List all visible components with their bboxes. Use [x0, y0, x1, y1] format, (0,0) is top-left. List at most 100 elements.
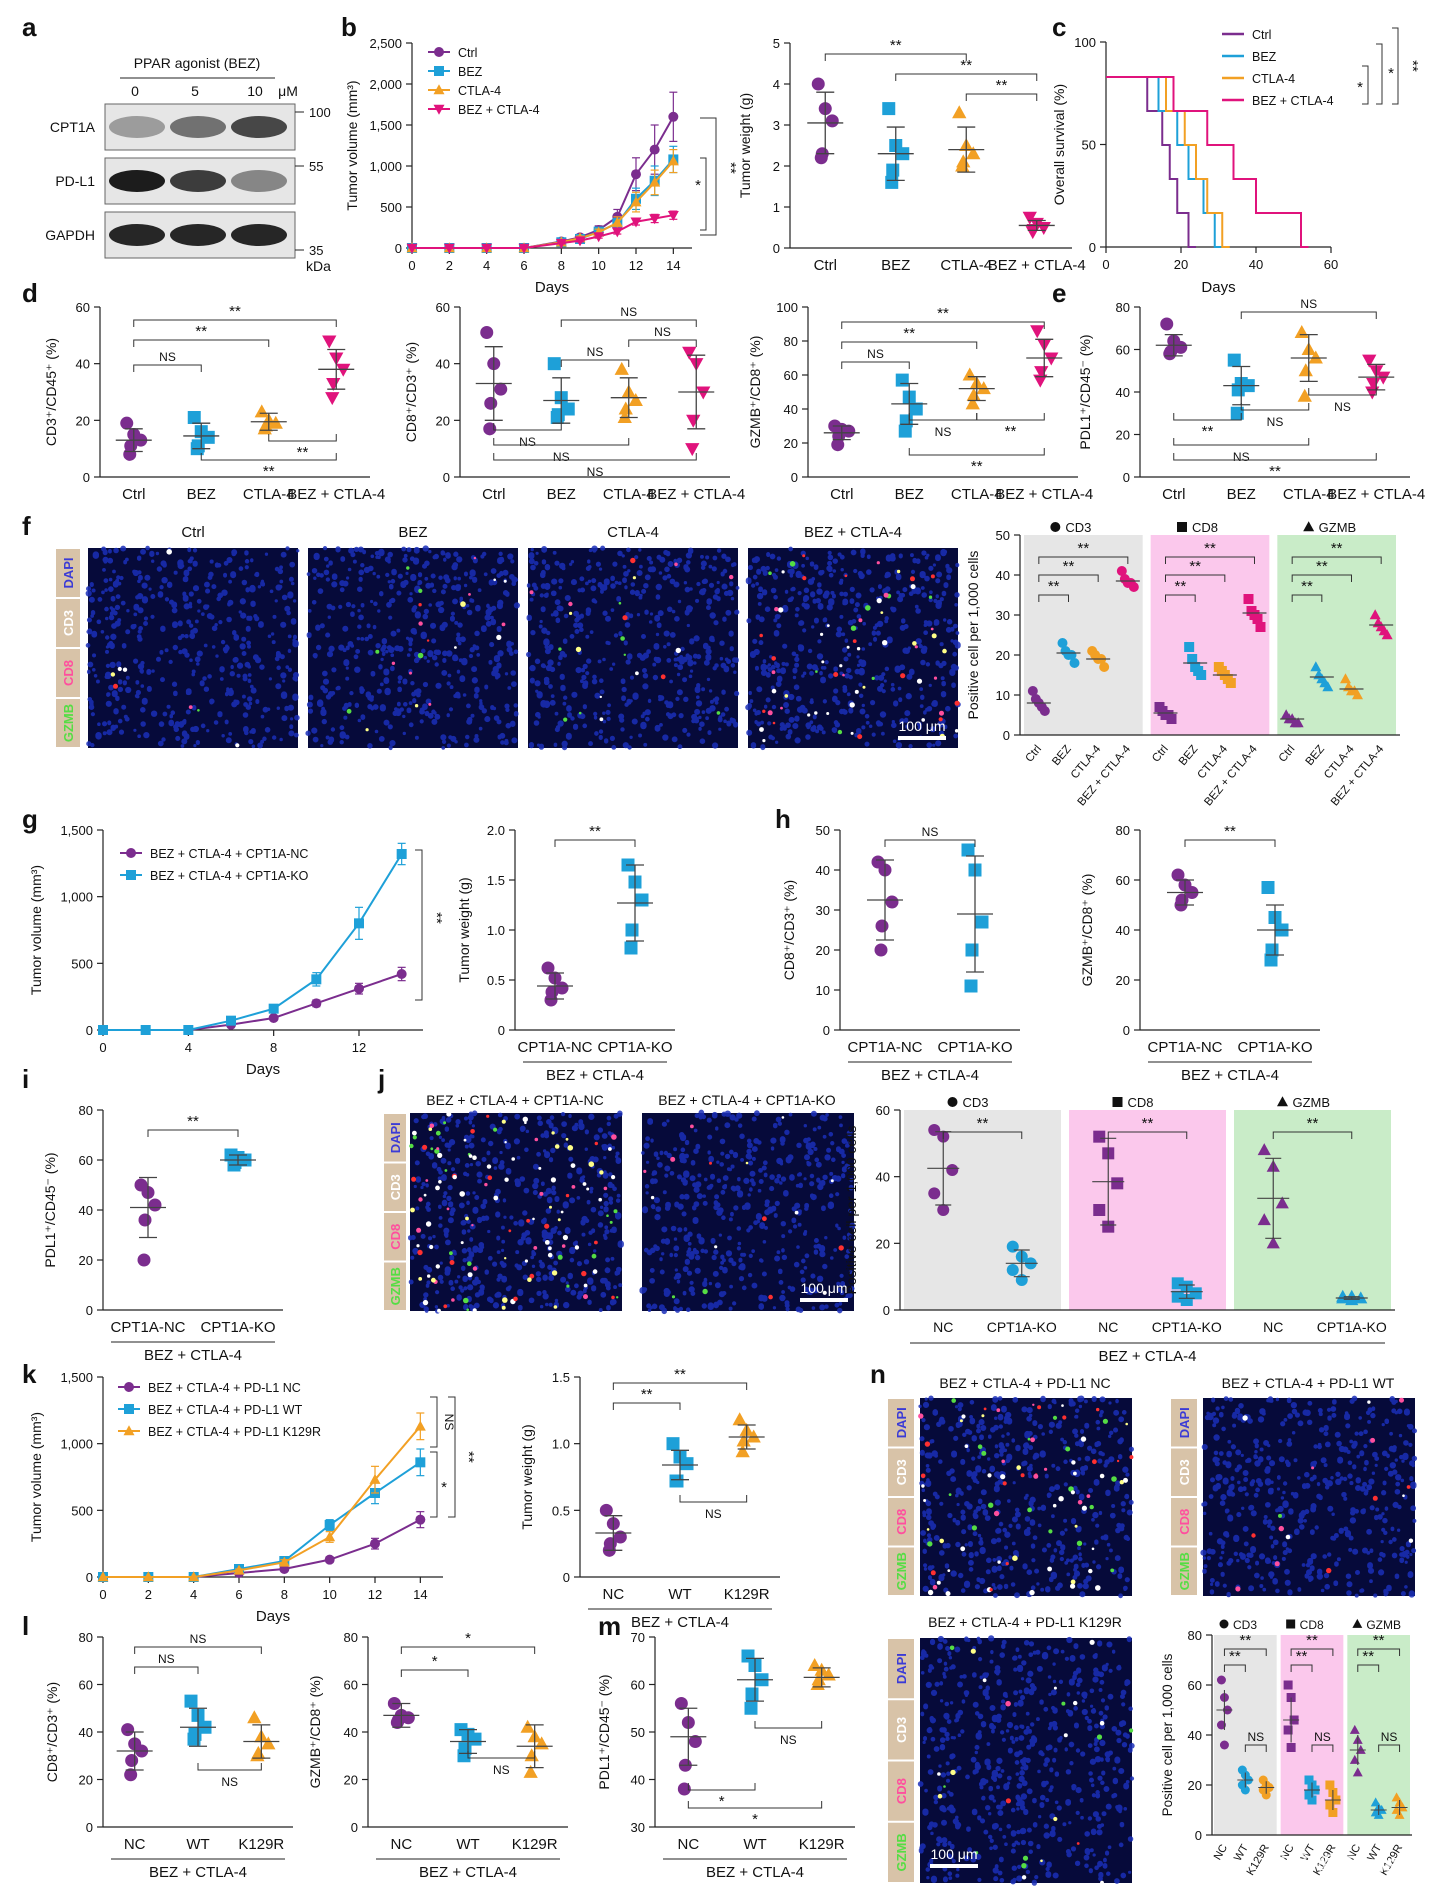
- sig-bracket: [824, 53, 967, 61]
- stained-cell: [622, 615, 628, 621]
- stained-cell: [527, 1277, 532, 1282]
- x-tick-label: WT: [743, 1836, 766, 1853]
- data-point: [874, 943, 888, 957]
- y-tick-label: 100: [1074, 35, 1096, 50]
- data-point: [1362, 354, 1377, 368]
- stained-cell: [1095, 1585, 1101, 1591]
- x-tick-label: CTLA-4: [951, 486, 1003, 503]
- sig-label: NS: [190, 1632, 207, 1646]
- data-point: [1257, 1213, 1271, 1226]
- legend-label: BEZ + CTLA-4 + PD-L1 K129R: [148, 1425, 321, 1439]
- y-tick-label: 0: [773, 241, 780, 256]
- data-point: [875, 919, 889, 933]
- sig-bracket: [493, 453, 697, 461]
- y-tick-label: 40: [76, 357, 90, 372]
- stained-cell: [876, 561, 880, 565]
- stained-cell: [1032, 1403, 1035, 1407]
- stained-cell: [931, 633, 937, 639]
- data-point: [617, 410, 632, 424]
- stained-cell: [429, 1123, 435, 1129]
- stained-cell: [982, 1678, 987, 1683]
- stained-cell: [1070, 1583, 1076, 1589]
- data-point: [201, 430, 215, 444]
- x-tick-label: WT: [186, 1836, 209, 1853]
- data-point: [184, 1694, 198, 1708]
- sig-label: **: [589, 823, 601, 840]
- stained-cell: [496, 634, 502, 641]
- y-tick-label: 1.5: [552, 1370, 570, 1385]
- stained-cell: [235, 743, 240, 748]
- data-point: [952, 105, 967, 119]
- x-tick-label: NC: [1098, 1319, 1118, 1335]
- stained-cell: [1367, 1400, 1371, 1404]
- stained-cell: [583, 1294, 588, 1300]
- stained-cell: [414, 704, 419, 708]
- data-point: [613, 1530, 627, 1544]
- x-tick-label: BEZ: [547, 486, 576, 503]
- sig-bracket: [908, 413, 978, 421]
- y-tick-label: 80: [79, 1103, 93, 1118]
- legend-marker: [123, 1425, 135, 1436]
- sig-bracket: [1223, 1664, 1246, 1672]
- data-point: [336, 363, 351, 377]
- data-point: [1243, 594, 1254, 604]
- stained-cell: [487, 1175, 493, 1180]
- sig-label: **: [674, 1366, 686, 1383]
- y-axis-label: CD3⁺/CD45⁺ (%): [43, 338, 59, 446]
- stained-cell: [562, 1234, 569, 1241]
- stained-cell: [942, 648, 947, 654]
- data-point: [396, 969, 407, 979]
- stained-cell: [508, 1229, 512, 1233]
- x-tick-label: NC: [933, 1319, 953, 1335]
- x-tick-label: Ctrl: [814, 257, 837, 274]
- sig-bracket: [965, 93, 1038, 101]
- channel-label: GZMB: [61, 704, 76, 742]
- stained-cell: [1002, 1481, 1007, 1486]
- x-tick-label: K129R: [238, 1836, 284, 1853]
- y-tick-label: 0: [1123, 1023, 1130, 1038]
- stained-cell: [1027, 1507, 1032, 1513]
- y-tick-label: 1,000: [369, 159, 402, 174]
- x-tick-label: 6: [235, 1587, 242, 1602]
- sig-bracket: [1165, 594, 1196, 602]
- y-axis-label: Overall survival (%): [1051, 84, 1067, 205]
- stained-cell: [1123, 1477, 1128, 1483]
- data-point: [732, 1412, 747, 1426]
- sig-label: **: [1005, 423, 1017, 440]
- data-point: [631, 169, 641, 180]
- stained-cell: [443, 1304, 448, 1309]
- image-title: BEZ + CTLA-4: [804, 524, 902, 541]
- stained-cell: [988, 1502, 994, 1508]
- stained-cell: [188, 705, 193, 709]
- stained-cell: [418, 1277, 423, 1281]
- panel-shade: [1234, 1110, 1391, 1310]
- y-tick-label: 80: [344, 1630, 358, 1645]
- stained-cell: [524, 1259, 529, 1263]
- data-point: [825, 114, 839, 128]
- nuclei: [917, 1635, 1135, 1886]
- sig-bracket: [493, 438, 630, 446]
- x-tick-label: NC: [602, 1586, 624, 1603]
- stained-cell: [526, 1218, 530, 1223]
- x-tick-label: BEZ + CTLA-4: [995, 486, 1093, 503]
- y-tick-label: 30: [996, 608, 1010, 623]
- channel-label: CD8: [894, 1778, 909, 1804]
- stained-cell: [1372, 1495, 1378, 1501]
- data-point: [1027, 686, 1038, 696]
- x-tick-label: WT: [668, 1586, 691, 1603]
- mw-label: 100: [309, 105, 331, 120]
- channel-label: CD3: [894, 1459, 909, 1485]
- y-tick-label: 20: [1116, 973, 1130, 988]
- sig-label: NS: [1247, 1730, 1264, 1744]
- stained-cell: [1053, 1686, 1057, 1690]
- data-point: [187, 1732, 201, 1746]
- y-axis-label: Tumor weight (g): [519, 1424, 535, 1529]
- sig-label: **: [1142, 1115, 1154, 1132]
- channel-label-bg: [56, 599, 80, 647]
- stained-cell: [1088, 1568, 1093, 1574]
- stained-cell: [538, 1166, 542, 1170]
- stained-cell: [1285, 1534, 1291, 1540]
- data-point: [630, 196, 642, 207]
- stained-cell: [849, 702, 855, 708]
